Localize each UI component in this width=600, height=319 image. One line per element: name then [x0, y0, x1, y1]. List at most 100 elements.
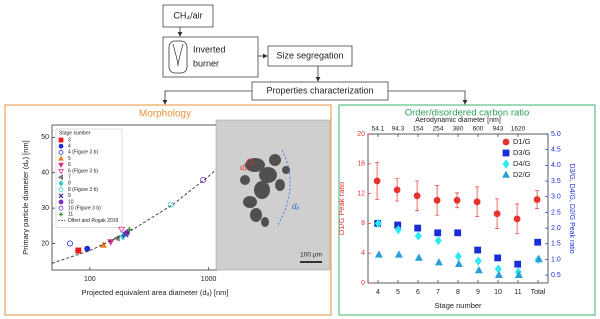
marker	[107, 239, 115, 246]
legend-label: 4 (Figure 3 b)	[68, 150, 98, 156]
tem-image	[215, 119, 331, 271]
marker	[58, 180, 64, 187]
legend-label: 7	[68, 175, 71, 181]
marker	[474, 256, 482, 266]
top-tick-label: 54.1	[372, 126, 385, 133]
legend-label: 8 (Figure 3 b)	[68, 187, 98, 193]
marker	[394, 250, 403, 258]
y2-tick-label: 4.5	[551, 147, 561, 154]
marker	[493, 210, 501, 218]
marker	[434, 258, 443, 266]
x-axis-label: Projected equivalent area diameter (dₐ) …	[81, 288, 228, 297]
node-box	[162, 4, 214, 28]
legend-label: 5	[68, 156, 71, 162]
legend-label: D1/G	[513, 137, 531, 146]
marker	[75, 247, 82, 254]
marker	[58, 193, 64, 199]
legend-label: 11	[68, 212, 73, 218]
legend-label: 6	[68, 162, 71, 168]
marker	[58, 187, 64, 193]
marker	[474, 266, 483, 274]
marker	[534, 238, 542, 246]
node-label: Inverted	[193, 44, 226, 54]
marker	[414, 224, 422, 232]
marker	[413, 192, 421, 200]
top-tick-label: 94.3	[392, 126, 405, 133]
marker	[58, 137, 64, 143]
node-label: Properties characterization	[266, 85, 373, 95]
y-tick-label: 20	[41, 240, 49, 247]
x-axis-label: Stage number	[434, 301, 482, 310]
y2-tick-label: 3.5	[551, 178, 561, 185]
x-tick-label: Total	[531, 289, 546, 296]
marker	[513, 215, 521, 223]
node-label: burner	[193, 58, 219, 68]
marker	[474, 246, 482, 254]
marker	[502, 138, 510, 146]
panel-title: Order/disordered carbon ratio	[405, 108, 530, 119]
marker	[433, 196, 441, 204]
arrow	[162, 90, 252, 105]
marker	[502, 159, 510, 169]
marker	[454, 229, 462, 237]
y2-tick-label: 4.0	[551, 162, 561, 169]
legend-label: 8	[68, 181, 71, 187]
y-tick-label: 50	[41, 134, 49, 141]
y2-tick-label: 1.5	[551, 241, 561, 248]
marker	[99, 241, 107, 248]
marker	[58, 168, 64, 175]
marker	[434, 236, 442, 246]
node-label: CH₄/air	[173, 10, 202, 20]
y-tick-label: 30	[41, 205, 49, 212]
y-tick-label: 20	[357, 131, 365, 138]
marker	[494, 254, 502, 262]
top-tick-label: 600	[473, 126, 484, 133]
tem-label: dₐ	[292, 202, 299, 211]
top-tick-label: 254	[433, 126, 444, 133]
top-axis-label: Aerodynamic diameter [nm]	[415, 117, 501, 124]
y2-axis-label: D3/G, D4/G, D2/G Peak ratio	[568, 163, 575, 253]
marker	[394, 225, 402, 235]
legend-label: 4	[68, 144, 71, 150]
legend-label: Olfert and Rogak 2019	[68, 218, 119, 224]
x-tick-label: 10	[494, 289, 502, 296]
scale-bar-label: 100 µm	[300, 252, 322, 259]
legend-title: Stage number	[59, 130, 91, 136]
y2-tick-label: 3.0	[551, 194, 561, 201]
fit-line	[51, 167, 219, 264]
marker	[414, 231, 422, 241]
marker	[454, 259, 463, 267]
marker	[514, 270, 523, 278]
panel-border	[338, 104, 596, 316]
x-tick-label: 100	[84, 276, 96, 283]
panel-title: Morphology	[139, 109, 191, 120]
panel-border	[4, 104, 332, 316]
marker	[434, 229, 442, 237]
marker	[84, 245, 91, 252]
marker	[373, 177, 381, 185]
marker	[494, 270, 503, 278]
flame-icon	[172, 43, 184, 67]
y-axis-label: Primary particle diameter (dₚ) [nm]	[21, 140, 30, 255]
top-tick-label: 154	[413, 126, 424, 133]
legend-box	[55, 128, 123, 229]
marker	[414, 253, 423, 261]
marker	[534, 255, 543, 263]
node-label: Size segregation	[276, 50, 343, 60]
burner-icon	[168, 40, 188, 74]
y2-tick-label: 0.5	[551, 272, 561, 279]
marker	[58, 162, 64, 169]
node-box	[267, 45, 353, 67]
marker	[58, 143, 64, 149]
marker	[374, 250, 383, 258]
x-tick-label: 7	[436, 289, 440, 296]
legend-label: D3/G	[513, 148, 531, 157]
marker	[58, 199, 64, 205]
legend-label: 3	[68, 137, 71, 143]
y-tick-label: 16	[357, 161, 365, 168]
legend-label: 10	[68, 199, 74, 205]
marker	[126, 226, 132, 232]
top-tick-label: 1620	[511, 126, 526, 133]
